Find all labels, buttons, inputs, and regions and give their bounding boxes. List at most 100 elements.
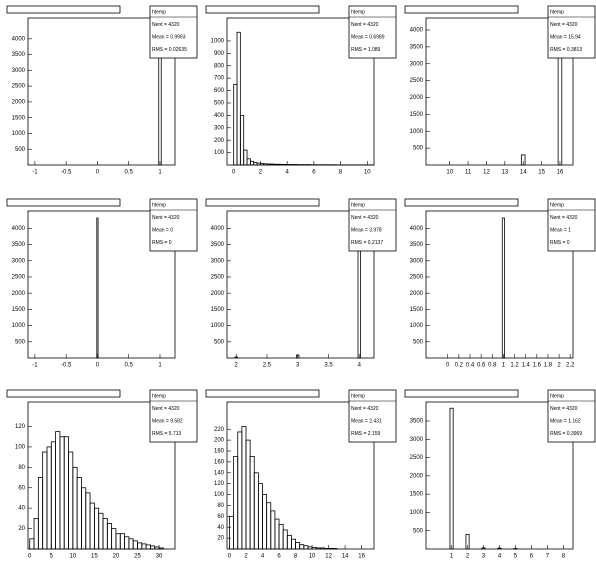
x-tick-label: 4 (498, 554, 502, 560)
stats-text: Mean = 1 (550, 227, 571, 233)
bar (260, 163, 265, 166)
x-tick-label: 25 (134, 554, 141, 560)
x-tick-label: 2 (259, 170, 263, 176)
y-tick-label: 100 (15, 444, 26, 450)
y-tick-label: 2000 (12, 99, 26, 105)
frame (425, 17, 574, 166)
x-tick-label: 8 (339, 170, 343, 176)
y-tick-label: 20 (18, 526, 25, 532)
stats-text: Nent = 4320 (550, 22, 578, 28)
y-tick-label: 4000 (12, 226, 26, 232)
bar (256, 162, 261, 166)
stats-box (547, 198, 596, 252)
y-tick-label: 1500 (410, 307, 424, 313)
x-tick-label: 0.2 (455, 363, 464, 369)
bar (50, 441, 56, 550)
stats-text: Nent = 4320 (351, 215, 379, 221)
x-tick-label: 16 (358, 554, 365, 560)
title-box (205, 198, 320, 207)
stats-text: RMS = 5.713 (152, 431, 182, 437)
y-tick-label: 1500 (12, 307, 26, 313)
title-box (6, 5, 121, 14)
x-tick-label: 30 (156, 554, 163, 560)
y-tick-label: 1000 (12, 131, 26, 137)
y-tick-label: 500 (413, 146, 424, 152)
bar (111, 528, 117, 550)
y-tick-label: 2000 (211, 291, 225, 297)
y-tick-label: 3500 (12, 52, 26, 58)
stats-text: Nent = 4320 (351, 22, 379, 28)
bar (324, 548, 329, 550)
bar (68, 451, 74, 550)
x-tick-label: 4 (261, 554, 265, 560)
y-tick-label: 2000 (12, 291, 26, 297)
stats-box (149, 5, 198, 59)
y-tick-label: 4000 (410, 226, 424, 232)
bar (497, 547, 502, 550)
bar (46, 446, 52, 550)
stats-box (547, 5, 596, 59)
bar (274, 518, 280, 550)
bar (253, 472, 259, 550)
title-box (6, 198, 121, 207)
stats-box (348, 5, 397, 59)
bar (303, 545, 309, 550)
x-tick-label: 0.4 (466, 363, 475, 369)
stats-text: RMS = 0.3969 (550, 431, 582, 437)
y-tick-label: 20 (217, 536, 224, 542)
x-tick-label: 12 (325, 554, 332, 560)
bar (299, 544, 305, 550)
y-tick-label: 4000 (410, 28, 424, 34)
bar (286, 534, 292, 550)
y-tick-label: 1500 (211, 307, 225, 313)
bar (76, 477, 82, 550)
x-tick-label: 8 (562, 554, 566, 560)
x-tick-label: 3 (482, 554, 486, 560)
y-tick-label: 400 (214, 113, 225, 119)
stats-box (348, 198, 397, 252)
x-tick-label: 0 (28, 554, 32, 560)
stats-box (348, 389, 397, 443)
x-tick-label: 8 (294, 554, 298, 560)
bar (106, 523, 113, 550)
x-tick-label: 5 (514, 554, 518, 560)
y-tick-label: 40 (217, 525, 224, 531)
y-tick-label: 1500 (12, 115, 26, 121)
stats-box (149, 389, 198, 443)
bar (246, 158, 251, 166)
bar (241, 426, 247, 550)
bar (481, 547, 486, 550)
bar (115, 533, 121, 550)
x-tick-label: 6 (530, 554, 534, 560)
bar (150, 545, 156, 550)
stats-text: htemp (152, 9, 166, 15)
stats-text: RMS = 0.02635 (152, 47, 187, 53)
bar (141, 543, 147, 550)
frame (27, 210, 176, 359)
x-tick-label: 7 (546, 554, 550, 560)
bar (85, 492, 91, 550)
y-tick-label: 3000 (12, 68, 26, 74)
bar (233, 456, 239, 550)
frame (425, 210, 574, 359)
bar (55, 431, 61, 550)
y-tick-label: 500 (214, 101, 225, 107)
bar (257, 483, 263, 550)
y-tick-label: 2500 (12, 84, 26, 90)
x-tick-label: -1 (32, 363, 38, 369)
stats-text: Mean = 1.162 (550, 418, 581, 424)
stats-text: RMS = 0 (152, 240, 172, 246)
x-tick-label: 10 (69, 554, 76, 560)
x-tick-label: 2 (244, 554, 248, 560)
bar (245, 439, 251, 550)
bar (89, 502, 95, 550)
bar (29, 538, 35, 550)
x-tick-label: 6 (277, 554, 281, 560)
y-tick-label: 120 (15, 424, 26, 430)
bar (233, 83, 238, 166)
stats-text: RMS = 0.3813 (550, 47, 582, 53)
stats-text: Nent = 4320 (152, 22, 180, 28)
bar (280, 163, 285, 166)
bar (98, 512, 104, 550)
